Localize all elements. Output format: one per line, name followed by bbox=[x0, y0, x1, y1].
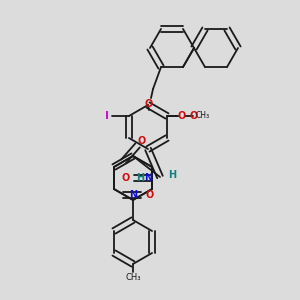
Text: H: H bbox=[168, 170, 176, 180]
Text: I: I bbox=[105, 111, 109, 121]
Text: O: O bbox=[145, 190, 154, 200]
Text: CH₃: CH₃ bbox=[196, 112, 210, 121]
Text: O: O bbox=[190, 111, 198, 121]
Text: O: O bbox=[122, 173, 130, 183]
Text: H: H bbox=[136, 173, 144, 183]
Text: O: O bbox=[145, 99, 153, 109]
Text: CH₃: CH₃ bbox=[125, 274, 141, 283]
Text: O: O bbox=[178, 111, 186, 121]
Text: N: N bbox=[144, 173, 152, 183]
Text: O: O bbox=[137, 136, 146, 146]
Text: N: N bbox=[129, 190, 137, 200]
